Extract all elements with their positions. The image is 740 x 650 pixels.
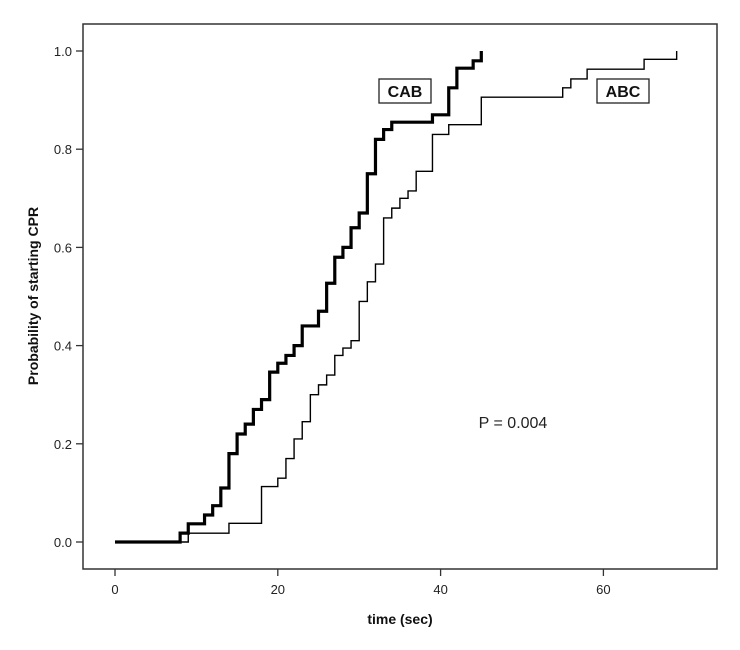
x-tick-label: 60 — [596, 582, 610, 597]
y-tick-label: 0.6 — [54, 240, 72, 255]
y-tick-label: 0.8 — [54, 142, 72, 157]
x-tick-label: 20 — [271, 582, 285, 597]
legend-cab: CAB — [378, 78, 432, 104]
legend-abc-box — [596, 78, 650, 104]
y-tick-label: 0.0 — [54, 535, 72, 550]
curves — [115, 51, 678, 544]
curve-abc — [115, 51, 678, 543]
y-axis: 0.0 0.2 0.4 0.6 0.8 1.0 — [54, 44, 83, 550]
x-tick-label: 0 — [111, 582, 118, 597]
y-tick-label: 1.0 — [54, 44, 72, 59]
y-tick-label: 0.4 — [54, 339, 72, 354]
y-tick-label: 0.2 — [54, 437, 72, 452]
plot-frame — [82, 23, 718, 570]
x-axis: 0 20 40 60 — [111, 569, 611, 597]
legend-abc: ABC — [596, 78, 650, 104]
x-tick-label: 40 — [433, 582, 447, 597]
legend-cab-label: CAB — [388, 84, 423, 101]
p-value-annotation: P = 0.004 — [479, 415, 548, 432]
y-axis-title: Probability of starting CPR — [25, 207, 41, 385]
legend-cab-box — [378, 78, 432, 104]
curve-cab — [115, 51, 483, 544]
x-axis-title: time (sec) — [367, 611, 432, 627]
legend-abc-label: ABC — [606, 84, 641, 101]
